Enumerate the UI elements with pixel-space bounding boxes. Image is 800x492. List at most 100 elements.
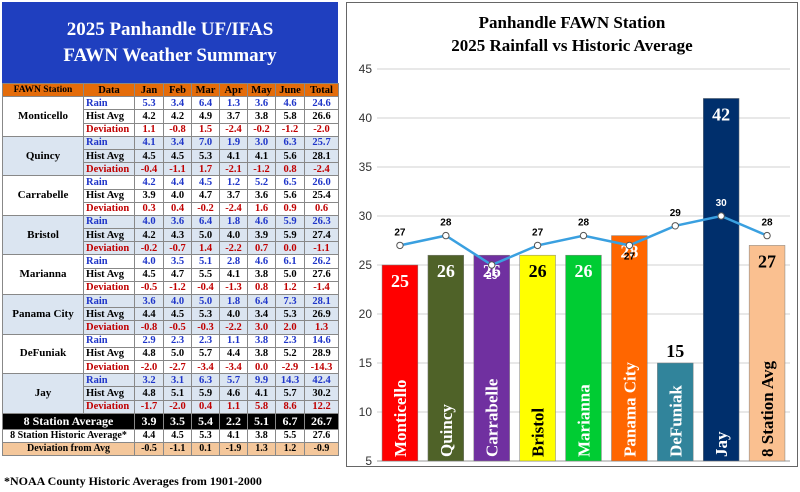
historic-average-label: 28 bbox=[578, 218, 590, 229]
bar bbox=[519, 254, 556, 462]
historic-average-label: 29 bbox=[670, 208, 682, 219]
summary-cell: 3.5 bbox=[163, 412, 192, 430]
table-row: Deviation -2.0 -2.7 -3.4 -3.4 0.0 -2.9 -14.3 bbox=[3, 359, 339, 375]
table-cell: 3.4 bbox=[163, 135, 192, 150]
table-cell: 28.9 bbox=[304, 346, 339, 361]
row-label: Rain bbox=[83, 293, 135, 309]
table-cell: 4.6 bbox=[219, 386, 248, 401]
table-cell: 4.4 bbox=[134, 307, 164, 322]
table-cell: 6.3 bbox=[275, 135, 305, 150]
table-cell: 0.3 bbox=[134, 201, 164, 216]
table-cell: 4.1 bbox=[219, 267, 248, 282]
table-row: Deviation -1.7 -2.0 0.4 1.1 5.8 8.6 12.2 bbox=[3, 399, 339, 414]
table-cell: -0.3 bbox=[191, 320, 220, 335]
table-cell: 0.4 bbox=[163, 201, 192, 216]
table-cell: -1.7 bbox=[134, 399, 164, 414]
table-cell: 0.7 bbox=[247, 241, 276, 256]
table-row: Marianna Rain 4.0 3.5 5.1 2.8 4.6 6.1 26.2 bbox=[2, 254, 339, 295]
category-label: Panama City bbox=[620, 362, 639, 457]
table-cell: 3.8 bbox=[247, 346, 276, 361]
table-cell: 5.7 bbox=[191, 346, 220, 361]
table-cell: -2.4 bbox=[219, 122, 248, 137]
summary-cell: -1.1 bbox=[163, 441, 192, 457]
table-cell: -2.2 bbox=[219, 320, 248, 335]
table-cell: -0.2 bbox=[191, 201, 220, 216]
table-cell: 1.1 bbox=[219, 399, 248, 414]
table-cell: 4.2 bbox=[134, 175, 164, 190]
table-cell: 4.6 bbox=[247, 214, 276, 230]
y-tick-label: 5 bbox=[365, 454, 372, 466]
summary-title-line2: FAWN Weather Summary bbox=[63, 44, 277, 66]
table-cell: 0.0 bbox=[247, 359, 276, 375]
table-cell: 2.3 bbox=[163, 333, 192, 348]
table-row: Panama City Rain 3.6 4.0 5.0 1.8 6.4 7.3 28.1 bbox=[2, 293, 339, 335]
table-cell: 25.7 bbox=[304, 135, 339, 150]
row-label: Hist Avg bbox=[83, 307, 135, 322]
table-cell: 5.7 bbox=[275, 386, 305, 401]
table-cell: -2.7 bbox=[163, 359, 192, 375]
table-cell: 5.5 bbox=[191, 267, 220, 282]
table-cell: -0.2 bbox=[134, 241, 164, 256]
summary-label: Deviation from Avg bbox=[2, 441, 135, 457]
historic-average-point bbox=[488, 261, 496, 269]
table-cell: 0.8 bbox=[275, 162, 305, 177]
y-tick-label: 45 bbox=[359, 62, 373, 76]
bar-value-label: 27 bbox=[758, 251, 776, 271]
historic-average-label: 27 bbox=[624, 251, 636, 262]
summary-cell: 6.7 bbox=[275, 412, 305, 430]
table-cell: 4.0 bbox=[219, 228, 248, 243]
table-cell: 5.9 bbox=[275, 214, 305, 230]
table-cell: 1.2 bbox=[219, 175, 248, 190]
table-row: Deviation -0.2 -0.7 1.4 -2.2 0.7 0.0 -1.1 bbox=[3, 241, 339, 256]
historic-average-point bbox=[717, 212, 725, 220]
table-cell: 4.9 bbox=[191, 109, 220, 124]
table-row: Hist Avg 4.8 5.1 5.9 4.6 4.1 5.7 30.2 bbox=[3, 386, 339, 401]
table-cell: 6.4 bbox=[247, 293, 276, 309]
bar bbox=[381, 264, 419, 462]
table-cell: -2.0 bbox=[163, 399, 192, 414]
row-label: Rain bbox=[83, 373, 135, 388]
summary-cell: 1.3 bbox=[247, 441, 276, 457]
station-name: DeFuniak bbox=[2, 333, 84, 375]
row-label: Hist Avg bbox=[83, 346, 135, 361]
row-label: Deviation bbox=[83, 201, 135, 216]
column-header: May bbox=[247, 82, 276, 98]
table-cell: 4.5 bbox=[163, 148, 192, 164]
category-label: Monticello bbox=[391, 380, 410, 457]
table-cell: 26.2 bbox=[304, 254, 339, 269]
rainfall-chart: Panhandle FAWN Station 2025 Rainfall vs H… bbox=[346, 2, 798, 467]
table-cell: 5.0 bbox=[163, 346, 192, 361]
table-cell: 5.0 bbox=[191, 293, 220, 309]
summary-cell: -0.5 bbox=[134, 441, 164, 457]
summary-cell: 5.3 bbox=[191, 428, 220, 443]
table-cell: -1.1 bbox=[304, 241, 339, 256]
summary-cell: 1.2 bbox=[275, 441, 305, 457]
table-cell: 3.8 bbox=[247, 267, 276, 282]
historic-average-point bbox=[579, 231, 588, 240]
row-label: Deviation bbox=[83, 359, 135, 375]
column-header: June bbox=[275, 82, 305, 98]
table-cell: 30.2 bbox=[304, 386, 339, 401]
y-tick-label: 35 bbox=[359, 160, 373, 174]
table-cell: 5.3 bbox=[191, 307, 220, 322]
table-cell: 5.8 bbox=[275, 109, 305, 124]
table-cell: 3.0 bbox=[247, 320, 276, 335]
table-cell: 4.6 bbox=[275, 96, 305, 111]
table-cell: 4.3 bbox=[163, 228, 192, 243]
y-tick-label: 10 bbox=[359, 405, 373, 419]
summary-cell: 2.2 bbox=[219, 412, 248, 430]
table-cell: 4.0 bbox=[134, 254, 164, 269]
table-cell: -0.2 bbox=[247, 122, 276, 137]
category-label: Jay bbox=[712, 431, 731, 457]
table-cell: -0.7 bbox=[163, 241, 192, 256]
summary-cell: 26.7 bbox=[304, 412, 339, 430]
bar bbox=[657, 362, 694, 462]
historic-average-point bbox=[671, 222, 679, 230]
table-cell: 1.9 bbox=[219, 135, 248, 150]
weather-summary-table: FAWN Station Data Jan Feb Mar Apr May June Total… bbox=[2, 82, 339, 457]
bar-value-label: 26 bbox=[529, 261, 547, 281]
table-cell: 3.6 bbox=[247, 96, 276, 111]
table-cell: 4.8 bbox=[134, 346, 164, 361]
table-cell: 4.7 bbox=[191, 188, 220, 203]
table-row: Quincy Rain 4.1 3.4 7.0 1.9 3.0 6.3 25.7 bbox=[2, 135, 339, 177]
